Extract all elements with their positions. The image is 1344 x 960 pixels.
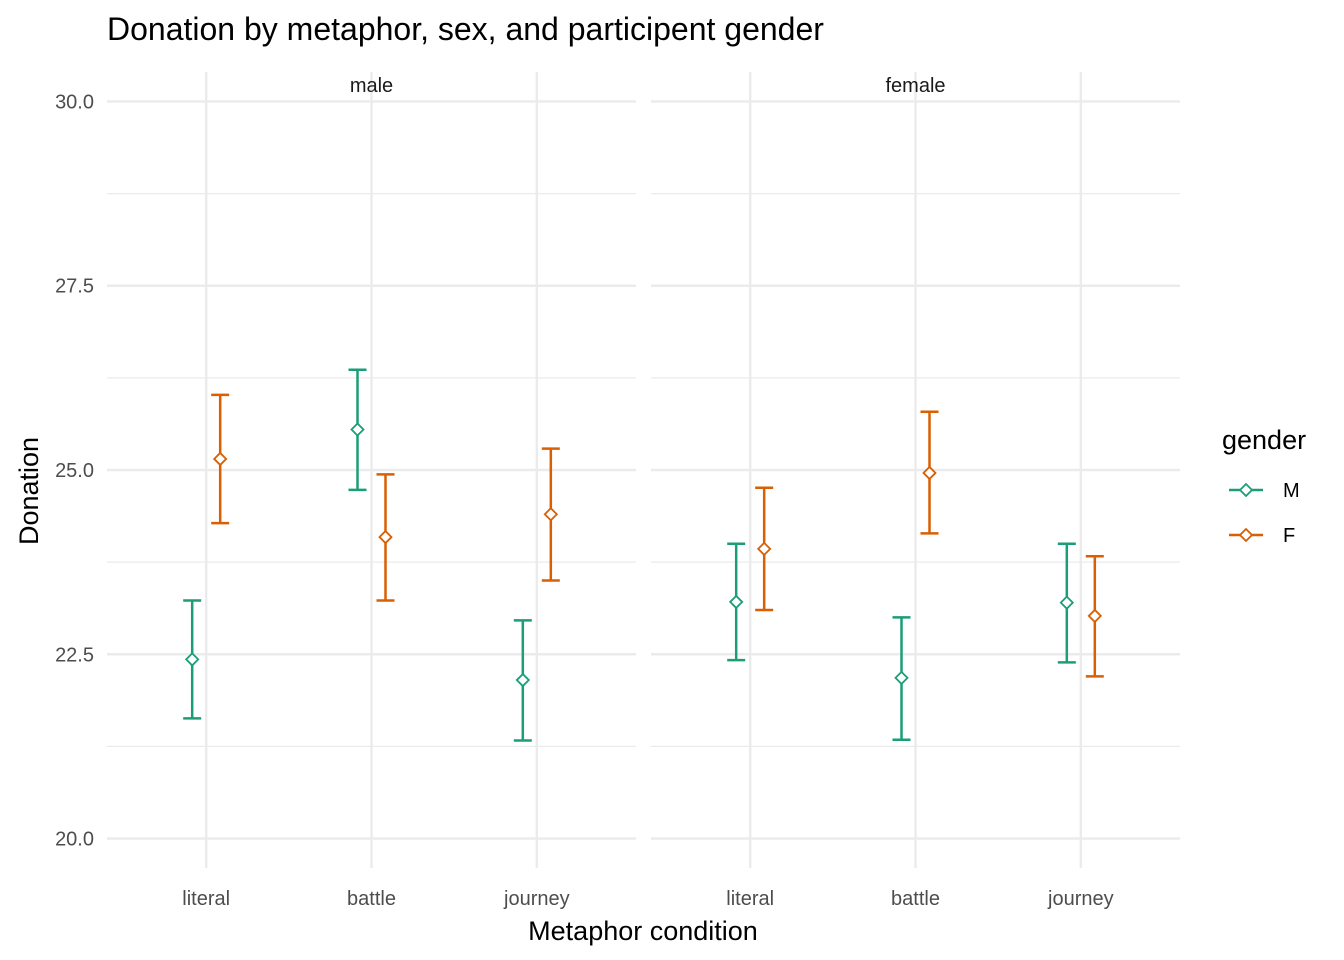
legend-key-diamond: [1238, 527, 1254, 543]
y-axis-title: Donation: [14, 437, 44, 545]
data-point: [756, 541, 772, 557]
panels: male literal battle journey female literal bat…: [107, 72, 1180, 910]
data-point: [378, 529, 393, 545]
data-point: [728, 594, 744, 610]
x-tick-label: journey: [503, 888, 570, 910]
x-tick-label: journey: [1047, 888, 1114, 910]
panel-male: male literal battle journey: [107, 72, 636, 910]
x-axis-title: Metaphor condition: [528, 916, 758, 946]
series-M: [183, 368, 532, 742]
legend-item-M: M: [1229, 480, 1300, 502]
series-F: [211, 393, 560, 602]
y-tick-label: 20.0: [55, 829, 94, 851]
legend-key-diamond: [1238, 482, 1254, 498]
x-tick-label: literal: [182, 888, 230, 910]
legend-item-F: F: [1229, 525, 1295, 547]
panel-female: female literal battle journey: [651, 72, 1180, 910]
x-tick-label: battle: [891, 888, 940, 910]
y-tick-label: 27.5: [55, 276, 94, 298]
x-tick-label: literal: [726, 888, 774, 910]
x-tick-label: battle: [347, 888, 396, 910]
data-point: [212, 451, 228, 467]
y-tick-label: 22.5: [55, 644, 94, 666]
legend-title: gender: [1222, 425, 1306, 455]
legend-label: M: [1283, 480, 1300, 502]
facet-label-female: female: [885, 75, 945, 97]
data-point: [922, 465, 937, 481]
y-tick-label: 25.0: [55, 460, 94, 482]
y-axis: 20.0 22.5 25.0 27.5 30.0: [55, 91, 94, 850]
series-M: [727, 542, 1076, 742]
data-point: [1059, 595, 1075, 610]
data-point: [543, 506, 559, 522]
data-point: [515, 672, 531, 688]
legend-label: F: [1283, 525, 1295, 547]
data-point: [184, 652, 200, 667]
legend: gender M F: [1222, 425, 1306, 547]
facet-label-male: male: [350, 75, 393, 97]
chart-title: Donation by metaphor, sex, and participe…: [107, 11, 824, 47]
data-point: [350, 422, 365, 437]
series-F: [755, 410, 1104, 678]
y-tick-label: 30.0: [55, 91, 94, 113]
data-point: [1087, 608, 1103, 624]
data-point: [894, 670, 909, 686]
